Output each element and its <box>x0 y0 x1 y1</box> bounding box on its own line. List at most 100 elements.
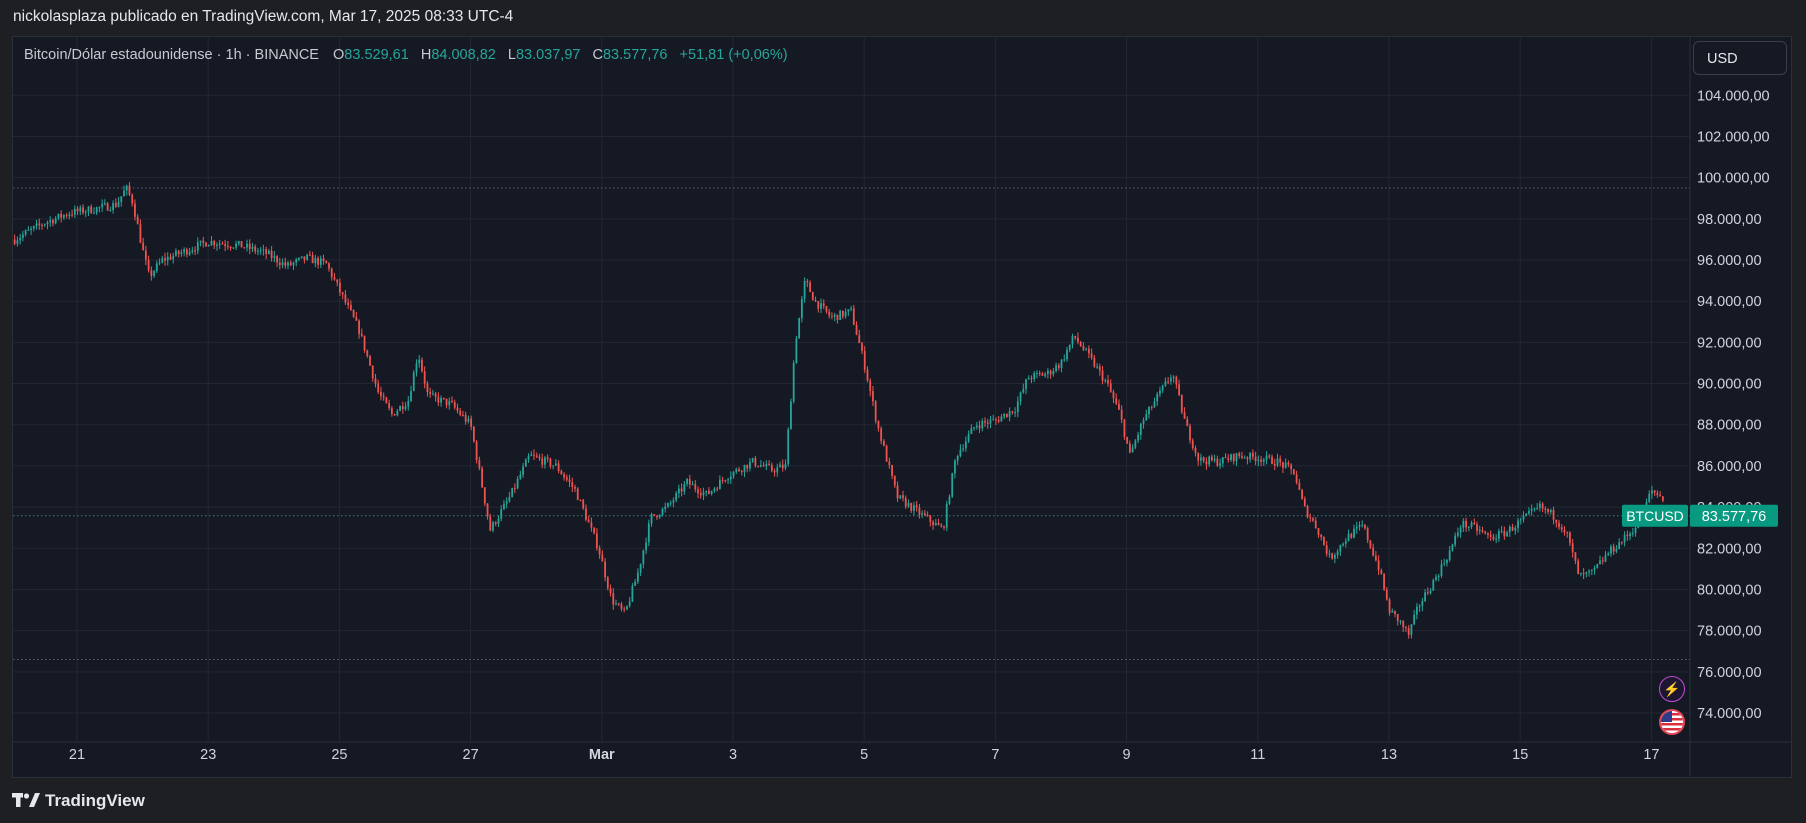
candle-body <box>1194 448 1197 453</box>
candle-body <box>768 463 770 465</box>
candle-body <box>1033 372 1036 380</box>
candle-body <box>155 263 158 272</box>
candle-body <box>1467 526 1470 528</box>
currency-button[interactable]: USD <box>1693 41 1787 75</box>
candle-body <box>565 477 568 480</box>
candle-body <box>224 244 227 246</box>
candle-body <box>1355 526 1358 529</box>
candle-body <box>494 522 497 524</box>
candle-body <box>196 242 199 251</box>
candle-body <box>1528 510 1530 514</box>
candle-body <box>1323 537 1325 546</box>
candle-body <box>650 514 653 524</box>
candle-body <box>1148 406 1150 415</box>
candle-body <box>847 309 850 312</box>
candle-body <box>1290 464 1293 470</box>
y-tick-label: 102.000,00 <box>1697 129 1770 145</box>
candle-body <box>743 464 746 473</box>
candle-body <box>399 406 401 411</box>
candle-body <box>910 503 913 511</box>
candle-body <box>609 588 612 594</box>
candle-body <box>535 455 538 457</box>
candle-body <box>147 259 150 271</box>
candle-body <box>32 226 35 229</box>
candle-body <box>1558 522 1560 528</box>
candle-body <box>751 457 754 462</box>
candle-body <box>38 223 41 226</box>
candle-body <box>874 401 877 421</box>
y-tick-label: 78.000,00 <box>1697 624 1762 640</box>
candle-body <box>1497 531 1500 539</box>
candle-body <box>869 380 872 392</box>
candle-body <box>628 601 631 606</box>
candle-body <box>836 314 839 320</box>
candle-body <box>1098 366 1101 371</box>
candle-body <box>811 291 814 301</box>
candle-body <box>970 428 973 435</box>
candle-body <box>57 213 60 219</box>
candle-body <box>472 426 475 442</box>
candle-body <box>21 234 24 238</box>
candle-body <box>267 250 270 255</box>
candle-body <box>1320 534 1323 538</box>
candle-body <box>598 548 601 555</box>
candle-body <box>863 350 866 370</box>
candle-body <box>308 254 311 256</box>
candle-body <box>1462 520 1465 528</box>
candle-body <box>1123 419 1126 437</box>
publisher-line: nickolasplaza publicado en TradingView.c… <box>13 8 514 25</box>
candle-body <box>363 335 366 351</box>
chart-frame[interactable] <box>12 36 1792 778</box>
candle-body <box>516 478 519 489</box>
candle-body <box>183 249 186 253</box>
candle-body <box>1178 384 1180 396</box>
candle-body <box>1563 529 1566 533</box>
candle-body <box>820 303 822 309</box>
candle-body <box>1350 533 1353 538</box>
candle-body <box>1344 541 1347 544</box>
candle-body <box>1437 575 1440 577</box>
candle-body <box>153 271 155 276</box>
candle-body <box>1651 490 1653 494</box>
y-tick-label: 100.000,00 <box>1697 171 1770 187</box>
candle-body <box>1489 534 1492 537</box>
candle-body <box>1476 524 1478 531</box>
candle-body <box>918 507 921 515</box>
candle-body <box>128 185 131 195</box>
us-flag-icon[interactable] <box>1659 709 1685 735</box>
candle-body <box>945 503 948 528</box>
candle-body <box>508 497 511 502</box>
candle-body <box>117 201 120 207</box>
candle-body <box>1519 519 1522 521</box>
candle-body <box>1235 453 1238 462</box>
symbol-description: Bitcoin/Dólar estadounidense · 1h · BINA… <box>24 47 319 63</box>
candle-body <box>1456 532 1459 536</box>
candle-body <box>773 470 776 473</box>
candle-body <box>459 410 462 415</box>
candle-body <box>213 240 216 246</box>
candle-body <box>822 303 825 307</box>
candle-body <box>1027 378 1030 380</box>
x-tick-label: 25 <box>331 747 347 763</box>
candle-body <box>1093 357 1096 367</box>
candle-body <box>150 270 153 276</box>
candle-body <box>1588 570 1590 573</box>
candle-body <box>1104 380 1107 382</box>
candle-body <box>1333 554 1336 559</box>
candle-body <box>975 425 978 428</box>
tradingview-logo[interactable]: TradingView <box>12 789 145 813</box>
candle-body <box>35 223 38 227</box>
candle-body <box>809 282 811 292</box>
candle-body <box>284 262 287 266</box>
candle-body <box>349 304 352 311</box>
candle-body <box>541 458 544 465</box>
candle-body <box>530 454 533 456</box>
high-value: 84.008,82 <box>431 47 496 63</box>
lightning-icon[interactable]: ⚡ <box>1659 676 1685 702</box>
candle-body <box>1153 401 1156 408</box>
y-tick-label: 74.000,00 <box>1697 706 1762 722</box>
candle-body <box>191 250 194 252</box>
candle-body <box>442 397 445 399</box>
candle-body <box>358 320 360 334</box>
